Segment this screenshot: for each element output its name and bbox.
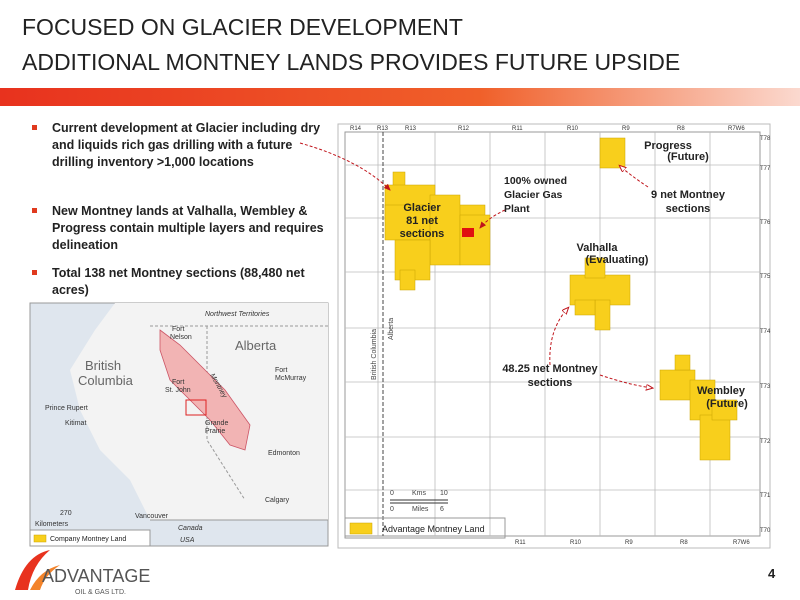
bullet-text: Total 138 net Montney sections (88,480 n… <box>52 266 305 297</box>
township-label: T76 <box>760 220 771 226</box>
logo: ADVANTAGE OIL & GAS LTD. <box>15 550 150 596</box>
annotation: 48.25 net Montney <box>502 363 598 375</box>
banner <box>0 88 800 106</box>
township-label: T75 <box>760 274 771 280</box>
province-label: British Columbia <box>371 329 378 380</box>
scale-text: 10 <box>440 490 448 497</box>
annotation: Progress <box>644 140 692 152</box>
bullet: Current development at Glacier including… <box>32 120 324 171</box>
range-label: R10 <box>570 540 582 546</box>
range-label: R10 <box>567 126 579 132</box>
range-label: R13 <box>377 126 389 132</box>
range-label: R11 <box>515 540 526 546</box>
map-label: Grande <box>205 420 228 427</box>
map-label: Prairie <box>205 428 225 435</box>
township-label: T71 <box>760 493 771 499</box>
annotation: Plant <box>504 203 530 215</box>
map-label: Fort <box>172 379 185 386</box>
bullet: New Montney lands at Valhalla, Wembley &… <box>32 203 324 254</box>
bullet-text: New Montney lands at Valhalla, Wembley &… <box>52 204 324 252</box>
annotation: (Evaluating) <box>586 254 649 266</box>
map-label: Northwest Territories <box>205 311 270 318</box>
scale-text: 6 <box>440 506 444 513</box>
map-label: British <box>85 358 121 373</box>
map-label: Nelson <box>170 334 192 341</box>
annotation: 9 net Montney <box>651 189 726 201</box>
map-label: Canada <box>178 525 203 532</box>
legend-label: Company Montney Land <box>50 536 126 543</box>
township-label: T70 <box>760 528 771 534</box>
range-label: R14 <box>350 126 362 132</box>
township-label: T73 <box>760 384 771 390</box>
township-label: T78 <box>760 136 771 142</box>
title-line: FOCUSED ON GLACIER DEVELOPMENT <box>22 14 463 40</box>
map-label: Vancouver <box>135 513 169 520</box>
range-label: R11 <box>512 126 523 132</box>
range-label: R8 <box>680 540 688 546</box>
map-label: Edmonton <box>268 450 300 457</box>
annotation: (Future) <box>706 398 748 410</box>
bullet: Total 138 net Montney sections (88,480 n… <box>32 265 324 299</box>
title: FOCUSED ON GLACIER DEVELOPMENT ADDITIONA… <box>22 14 680 75</box>
annotation: sections <box>666 203 711 215</box>
logo-sub: OIL & GAS LTD. <box>75 589 126 596</box>
range-label: R9 <box>622 126 630 132</box>
map-label: McMurray <box>275 375 307 382</box>
map-label: Alberta <box>235 338 277 353</box>
map-label: Fort <box>275 367 288 374</box>
bullet-text: Current development at Glacier including… <box>52 121 321 169</box>
title-line: ADDITIONAL MONTNEY LANDS PROVIDES FUTURE… <box>22 49 680 75</box>
annotation: (Future) <box>667 151 709 163</box>
map-label: Columbia <box>78 373 134 388</box>
logo-name: ADVANTAGE <box>42 566 150 586</box>
map-label: Calgary <box>265 497 290 504</box>
main-map: R14 R13 R13 R12 R11 R10 R9 R8 R7W6 T78 T… <box>299 123 771 549</box>
annotation: Glacier Gas <box>504 189 563 201</box>
annotation: 81 net <box>406 215 438 227</box>
township-label: T74 <box>760 329 771 335</box>
scale-text: Kms <box>412 490 427 497</box>
range-label: R7W6 <box>733 540 750 546</box>
inset-map: Northwest Territories Alberta British Co… <box>29 302 329 547</box>
annotation: Valhalla <box>577 242 619 254</box>
map-label: USA <box>180 537 195 544</box>
range-label: R7W6 <box>728 126 745 132</box>
map-label: St. John <box>165 387 191 394</box>
annotation: Wembley <box>697 385 746 397</box>
scale-text: Miles <box>412 506 429 513</box>
scale-text: 0 <box>390 506 394 513</box>
range-label: R9 <box>625 540 633 546</box>
legend-label: Advantage Montney Land <box>382 524 485 534</box>
township-label: T72 <box>760 439 771 445</box>
annotation: sections <box>400 228 445 240</box>
range-label: R8 <box>677 126 685 132</box>
range-label: R13 <box>405 126 417 132</box>
township-label: T77 <box>760 166 771 172</box>
annotation: 100% owned <box>504 175 567 187</box>
scale-text: 270 <box>60 510 72 517</box>
range-label: R12 <box>458 126 470 132</box>
scale-text: Kilometers <box>35 521 69 528</box>
scale-text: 0 <box>390 490 394 497</box>
annotation: sections <box>528 377 573 389</box>
page-number: 4 <box>768 566 776 581</box>
map-label: Prince Rupert <box>45 405 88 412</box>
map-label: Fort <box>172 326 185 333</box>
annotation: Glacier <box>403 202 441 214</box>
map-label: Kitimat <box>65 420 86 427</box>
province-label: Alberta <box>388 318 395 340</box>
